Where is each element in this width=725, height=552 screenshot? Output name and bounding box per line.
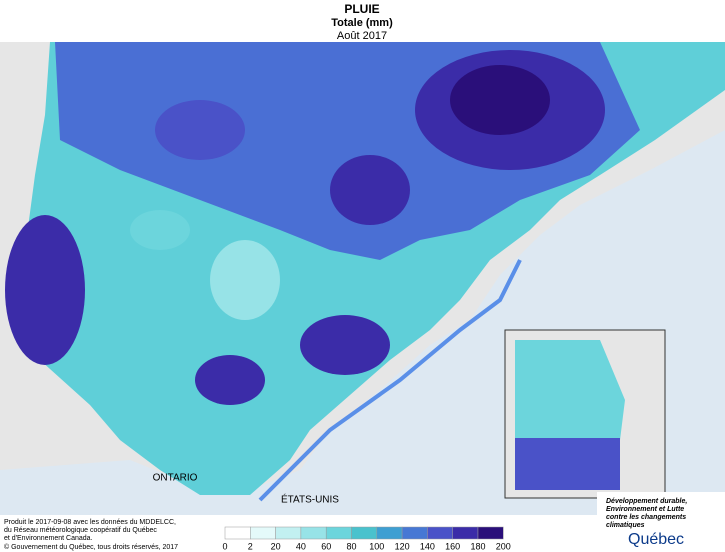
legend-tick-label: 2 <box>248 541 253 551</box>
legend-swatch <box>351 526 378 540</box>
legend-tick-label: 140 <box>420 541 435 551</box>
legend-tick-label: 20 <box>271 541 281 551</box>
logo-name: Québec <box>628 531 684 548</box>
rain-zone <box>195 355 265 405</box>
rain-zone <box>210 240 280 320</box>
map: ONTARIO ÉTATS-UNIS <box>0 42 725 515</box>
legend-tick-label: 40 <box>296 541 306 551</box>
legend-tick-label: 80 <box>346 541 356 551</box>
rain-zone <box>5 215 85 365</box>
rain-zone <box>450 65 550 135</box>
river <box>258 259 522 502</box>
region-label: ONTARIO <box>153 473 198 484</box>
legend-swatch <box>401 526 428 540</box>
period: Août 2017 <box>337 30 387 42</box>
ministry: climatiques <box>606 522 645 529</box>
logo-box <box>597 492 725 552</box>
subtitle: Totale (mm) <box>331 17 393 29</box>
title: PLUIE <box>344 2 379 16</box>
credit: et d'Environnement Canada. <box>4 535 93 542</box>
rain-zone <box>130 210 190 250</box>
ministry: Développement durable, <box>606 498 687 505</box>
rain-zone <box>155 100 245 160</box>
legend-tick-label: 180 <box>470 541 485 551</box>
legend-swatch <box>300 526 327 540</box>
ministry: Environnement et Lutte <box>606 506 684 513</box>
credit: © Gouvernement du Québec, tous droits ré… <box>4 543 178 551</box>
inset-zone <box>515 438 620 490</box>
credit: du Réseau météorologique coopératif du Q… <box>4 527 157 534</box>
legend-swatch <box>325 526 352 540</box>
legend: 0 2 20 40 60 80 100 120 140 160 180 200 <box>222 526 511 551</box>
legend-swatch <box>427 526 453 540</box>
legend-tick-label: 200 <box>496 541 511 551</box>
legend-tick-label: 60 <box>321 541 331 551</box>
region-label: ÉTATS-UNIS <box>281 493 339 506</box>
legend-swatch <box>250 526 276 540</box>
legend-tick-label: 120 <box>395 541 410 551</box>
legend-tick-label: 100 <box>369 541 384 551</box>
rain-zone <box>300 315 390 375</box>
credit: Produit le 2017-09-08 avec les données d… <box>4 519 176 526</box>
legend-tick-label: 160 <box>445 541 460 551</box>
legend-swatch <box>275 526 302 540</box>
legend-swatch <box>224 526 251 540</box>
legend-swatch <box>452 526 479 540</box>
legend-tick-label: 0 <box>222 541 227 551</box>
ministry: contre les changements <box>606 514 686 521</box>
legend-swatch <box>376 526 403 540</box>
legend-swatch <box>477 526 504 540</box>
rain-zone <box>330 155 410 225</box>
